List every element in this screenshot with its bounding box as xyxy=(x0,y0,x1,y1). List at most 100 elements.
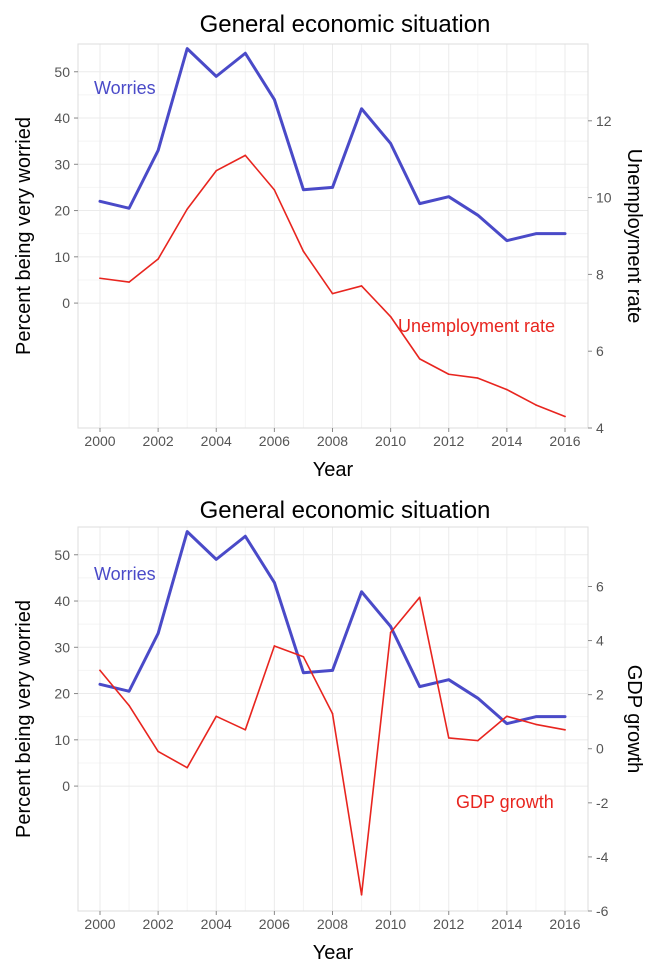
data-point-gdp-growth xyxy=(360,893,363,896)
data-point-gdp-growth xyxy=(564,729,566,731)
y2-axis-label: GDP growth xyxy=(623,665,645,774)
data-point-gdp-growth xyxy=(418,596,421,599)
data-point-gdp-growth xyxy=(331,712,334,715)
data-point-worries xyxy=(302,671,305,674)
y2-tick-label: 12 xyxy=(596,113,612,129)
x-tick-label: 2002 xyxy=(143,433,174,449)
data-point-unemployment-rate xyxy=(128,281,130,283)
data-point-worries xyxy=(302,188,305,191)
data-point-worries xyxy=(477,697,479,699)
series-annotation: Worries xyxy=(94,78,156,98)
y-tick-label: 20 xyxy=(54,686,70,702)
y-tick-label: 0 xyxy=(62,295,70,311)
y2-tick-label: 8 xyxy=(596,266,604,282)
data-point-unemployment-rate xyxy=(418,358,421,360)
data-point-worries xyxy=(128,207,130,210)
data-point-gdp-growth xyxy=(302,656,305,658)
data-point-unemployment-rate xyxy=(564,415,566,418)
data-point-gdp-growth xyxy=(99,669,101,672)
x-tick-label: 2010 xyxy=(375,916,406,932)
data-point-worries xyxy=(389,142,392,145)
series-annotation: Unemployment rate xyxy=(398,316,555,336)
y-tick-label: 30 xyxy=(54,639,70,655)
data-point-gdp-growth xyxy=(273,645,276,647)
x-tick-label: 2008 xyxy=(317,433,348,449)
data-point-gdp-growth xyxy=(447,737,450,739)
data-point-gdp-growth xyxy=(157,750,159,753)
data-point-unemployment-rate xyxy=(157,258,159,260)
data-point-unemployment-rate xyxy=(360,285,363,287)
data-point-worries xyxy=(477,214,479,216)
y-tick-label: 50 xyxy=(54,547,70,563)
data-point-worries xyxy=(564,232,566,235)
data-point-unemployment-rate xyxy=(273,189,276,191)
x-tick-label: 2014 xyxy=(491,916,522,932)
data-point-unemployment-rate xyxy=(389,315,392,318)
y2-tick-label: -2 xyxy=(596,795,609,811)
y-tick-label: 40 xyxy=(54,593,70,609)
data-point-unemployment-rate xyxy=(244,154,247,157)
data-point-worries xyxy=(128,690,130,693)
y-tick-label: 30 xyxy=(54,156,70,172)
chart-title: General economic situation xyxy=(200,497,491,524)
data-point-worries xyxy=(186,47,188,50)
data-point-worries xyxy=(215,558,218,561)
data-point-unemployment-rate xyxy=(535,404,537,406)
x-tick-label: 2000 xyxy=(84,916,115,932)
data-point-unemployment-rate xyxy=(99,277,101,280)
x-tick-label: 2016 xyxy=(549,433,580,449)
data-point-unemployment-rate xyxy=(506,388,508,391)
major-grid xyxy=(78,44,588,428)
data-point-worries xyxy=(447,195,450,198)
data-point-worries xyxy=(273,98,276,101)
y2-tick-label: 6 xyxy=(596,343,604,359)
y2-tick-label: 4 xyxy=(596,633,604,649)
y-tick-label: 50 xyxy=(54,64,70,80)
x-tick-label: 2010 xyxy=(375,433,406,449)
x-tick-label: 2012 xyxy=(433,433,464,449)
y-tick-label: 0 xyxy=(62,778,70,794)
data-point-worries xyxy=(244,535,247,538)
data-point-worries xyxy=(535,715,537,718)
data-point-worries xyxy=(447,678,450,681)
y2-tick-label: 0 xyxy=(596,741,604,757)
data-point-worries xyxy=(360,107,363,110)
data-point-worries xyxy=(244,52,247,55)
data-point-worries xyxy=(506,239,508,242)
series-annotation: Worries xyxy=(94,564,156,584)
data-point-worries xyxy=(418,685,421,688)
data-point-worries xyxy=(506,722,508,725)
data-point-gdp-growth xyxy=(389,631,392,634)
series-annotation: GDP growth xyxy=(456,792,554,812)
data-point-worries xyxy=(564,715,566,718)
x-tick-label: 2016 xyxy=(549,916,580,932)
data-point-worries xyxy=(331,669,334,672)
data-point-worries xyxy=(389,625,392,628)
data-point-gdp-growth xyxy=(215,715,218,718)
x-tick-label: 2006 xyxy=(259,916,290,932)
y-tick-label: 10 xyxy=(54,249,70,265)
data-point-worries xyxy=(360,590,363,593)
x-axis-label: Year xyxy=(313,459,354,481)
data-point-unemployment-rate xyxy=(186,208,188,210)
data-point-worries xyxy=(331,186,334,189)
major-grid xyxy=(78,527,588,911)
data-point-worries xyxy=(157,149,159,152)
data-point-unemployment-rate xyxy=(331,292,334,295)
y2-tick-label: -4 xyxy=(596,849,609,865)
chart-title: General economic situation xyxy=(200,11,491,38)
y2-tick-label: -6 xyxy=(596,903,609,919)
y2-tick-label: 10 xyxy=(596,190,612,206)
data-point-gdp-growth xyxy=(535,723,537,726)
data-point-unemployment-rate xyxy=(477,377,479,379)
y2-tick-label: 6 xyxy=(596,578,604,594)
y-axis-label: Percent being very worried xyxy=(13,117,35,355)
x-tick-label: 2004 xyxy=(201,916,232,932)
data-point-unemployment-rate xyxy=(447,373,450,376)
y-tick-label: 20 xyxy=(54,203,70,219)
data-point-gdp-growth xyxy=(186,766,188,769)
